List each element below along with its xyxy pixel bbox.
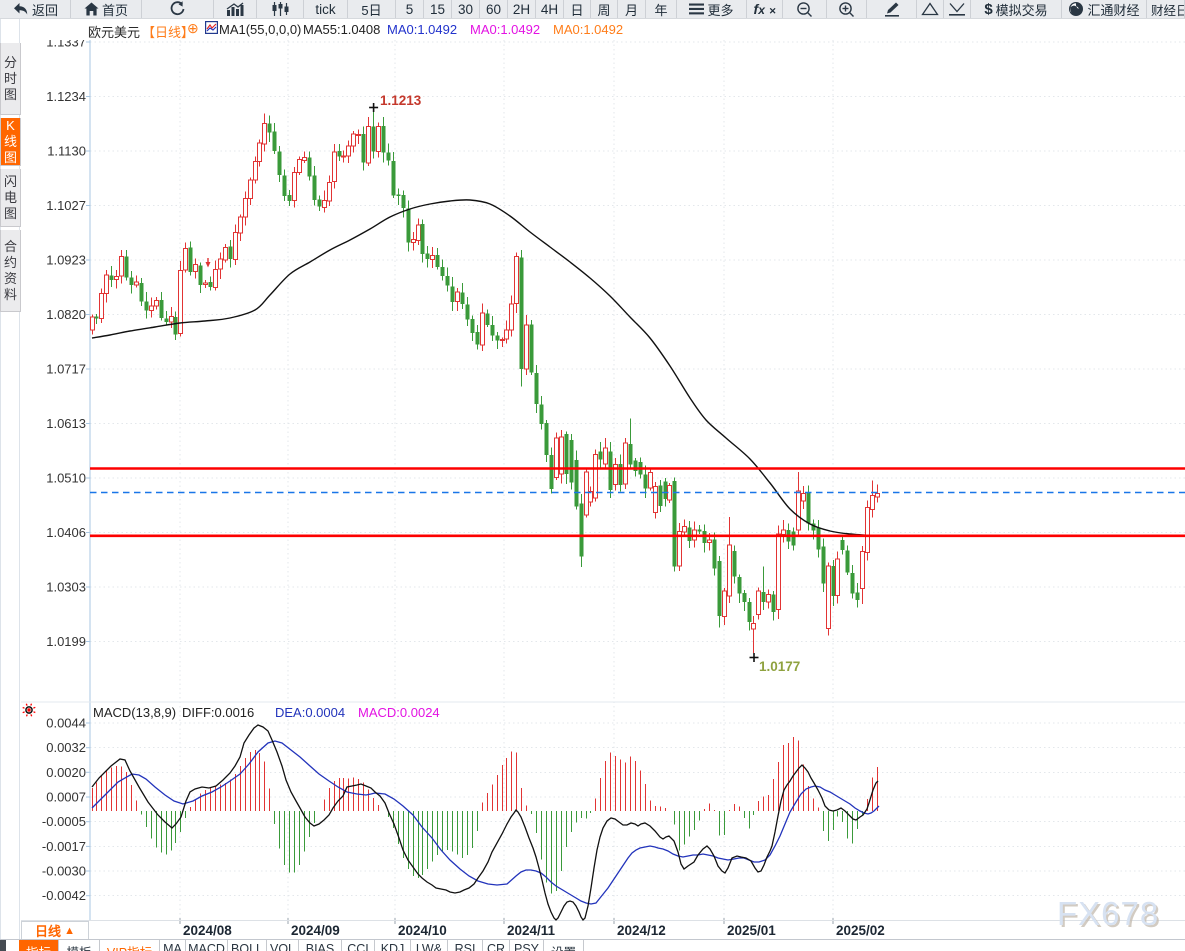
svg-text:-0.0005: -0.0005	[42, 814, 86, 829]
svg-text:1.1130: 1.1130	[47, 144, 86, 159]
svg-text:2024/12: 2024/12	[617, 923, 666, 938]
svg-text:FX678: FX678	[1059, 897, 1161, 934]
svg-text:1.0613: 1.0613	[46, 416, 86, 431]
svg-text:2024/08: 2024/08	[183, 923, 232, 938]
svg-text:MACD(13,8,9): MACD(13,8,9)	[93, 705, 176, 720]
svg-text:1.0177: 1.0177	[759, 659, 800, 674]
svg-text:0.0044: 0.0044	[46, 716, 86, 731]
svg-text:0.0007: 0.0007	[46, 790, 86, 805]
svg-text:DIFF:0.0016: DIFF:0.0016	[182, 705, 254, 720]
svg-text:-0.0017: -0.0017	[42, 839, 86, 854]
svg-text:2025/02: 2025/02	[836, 923, 885, 938]
svg-text:-0.0042: -0.0042	[42, 888, 86, 903]
svg-text:-0.0030: -0.0030	[42, 864, 86, 879]
svg-text:1.0510: 1.0510	[46, 471, 86, 486]
svg-text:0.0032: 0.0032	[46, 740, 86, 755]
svg-text:DEA:0.0004: DEA:0.0004	[275, 705, 345, 720]
svg-text:0.0020: 0.0020	[46, 765, 86, 780]
svg-text:2025/01: 2025/01	[727, 923, 776, 938]
svg-text:2024/10: 2024/10	[398, 923, 447, 938]
svg-text:1.0199: 1.0199	[46, 634, 86, 649]
svg-text:1.0717: 1.0717	[46, 362, 86, 377]
svg-text:1.1027: 1.1027	[46, 198, 86, 213]
svg-text:1.0820: 1.0820	[46, 307, 86, 322]
svg-text:FX678: FX678	[1057, 895, 1159, 932]
svg-text:MACD:0.0024: MACD:0.0024	[358, 705, 440, 720]
svg-text:2024/09: 2024/09	[291, 923, 340, 938]
svg-text:2024/11: 2024/11	[507, 923, 556, 938]
svg-text:1.0406: 1.0406	[46, 525, 86, 540]
svg-text:1.0303: 1.0303	[46, 580, 86, 595]
svg-text:1.1234: 1.1234	[46, 89, 86, 104]
svg-text:1.1213: 1.1213	[380, 93, 422, 108]
svg-text:1.0923: 1.0923	[46, 253, 86, 268]
